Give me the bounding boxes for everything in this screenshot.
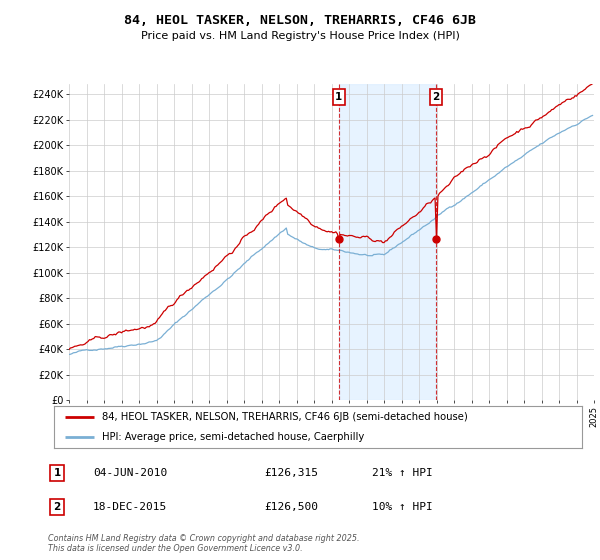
Text: 18-DEC-2015: 18-DEC-2015 <box>93 502 167 512</box>
Text: 04-JUN-2010: 04-JUN-2010 <box>93 468 167 478</box>
Text: 2: 2 <box>53 502 61 512</box>
Text: Price paid vs. HM Land Registry's House Price Index (HPI): Price paid vs. HM Land Registry's House … <box>140 31 460 41</box>
Text: 10% ↑ HPI: 10% ↑ HPI <box>372 502 433 512</box>
Text: 84, HEOL TASKER, NELSON, TREHARRIS, CF46 6JB (semi-detached house): 84, HEOL TASKER, NELSON, TREHARRIS, CF46… <box>101 412 467 422</box>
Bar <box>339 84 436 400</box>
Text: Contains HM Land Registry data © Crown copyright and database right 2025.
This d: Contains HM Land Registry data © Crown c… <box>48 534 359 553</box>
Text: 1: 1 <box>335 92 343 102</box>
Text: 21% ↑ HPI: 21% ↑ HPI <box>372 468 433 478</box>
Text: 1: 1 <box>53 468 61 478</box>
Text: 84, HEOL TASKER, NELSON, TREHARRIS, CF46 6JB: 84, HEOL TASKER, NELSON, TREHARRIS, CF46… <box>124 14 476 27</box>
Text: £126,500: £126,500 <box>264 502 318 512</box>
Text: HPI: Average price, semi-detached house, Caerphilly: HPI: Average price, semi-detached house,… <box>101 432 364 442</box>
Text: 2: 2 <box>432 92 439 102</box>
Text: £126,315: £126,315 <box>264 468 318 478</box>
